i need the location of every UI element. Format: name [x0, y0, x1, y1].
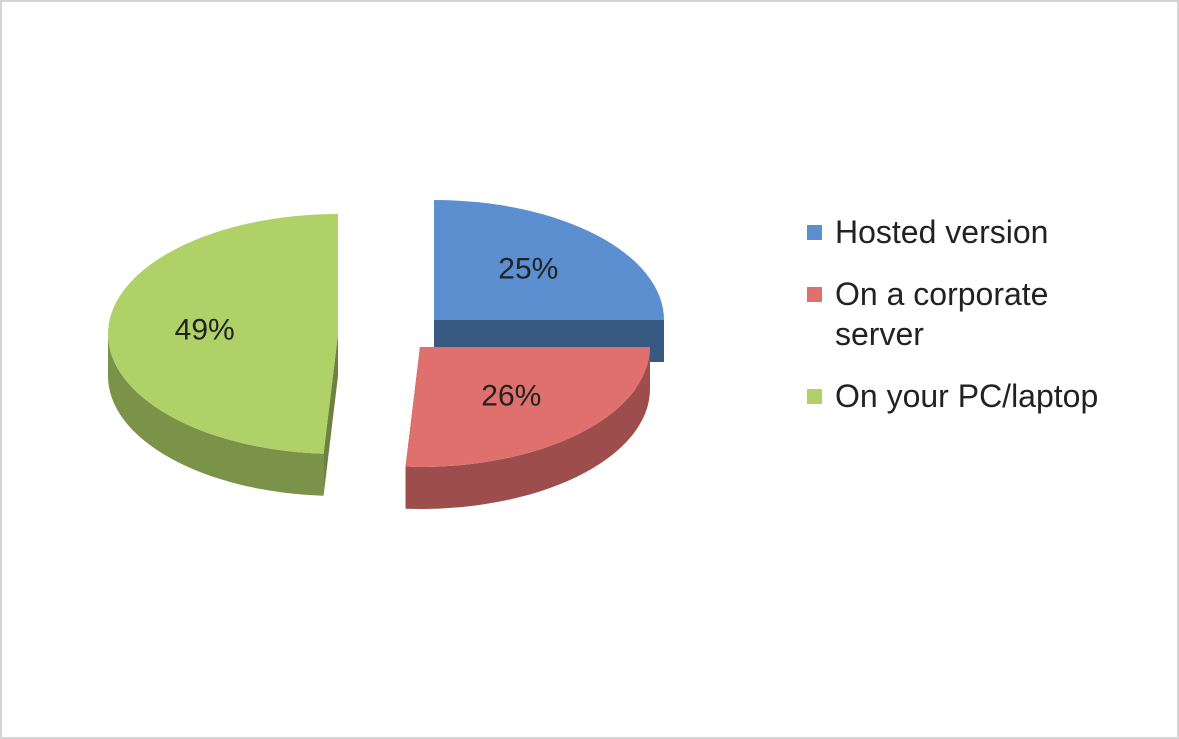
legend-swatch — [807, 225, 822, 240]
legend-swatch — [807, 287, 822, 302]
pie-slice — [434, 200, 664, 320]
legend-item: On your PC/laptop — [807, 376, 1135, 416]
legend-label: Hosted version — [835, 214, 1049, 250]
slice-side — [108, 334, 324, 496]
legend-label: On your PC/laptop — [835, 378, 1099, 414]
legend-item: On a corporate server — [807, 274, 1135, 354]
legend-item: Hosted version — [807, 212, 1135, 252]
data-label: 49% — [175, 314, 235, 347]
data-label: 26% — [481, 380, 541, 413]
pie-slice — [405, 347, 650, 468]
legend: Hosted version On a corporate server On yo… — [807, 212, 1167, 438]
slice-side — [405, 347, 650, 509]
data-label: 25% — [498, 253, 558, 286]
slice-wall — [323, 334, 338, 496]
legend-label: On a corporate server — [835, 276, 1049, 352]
pie-slice — [107, 214, 338, 454]
legend-swatch — [807, 389, 822, 404]
